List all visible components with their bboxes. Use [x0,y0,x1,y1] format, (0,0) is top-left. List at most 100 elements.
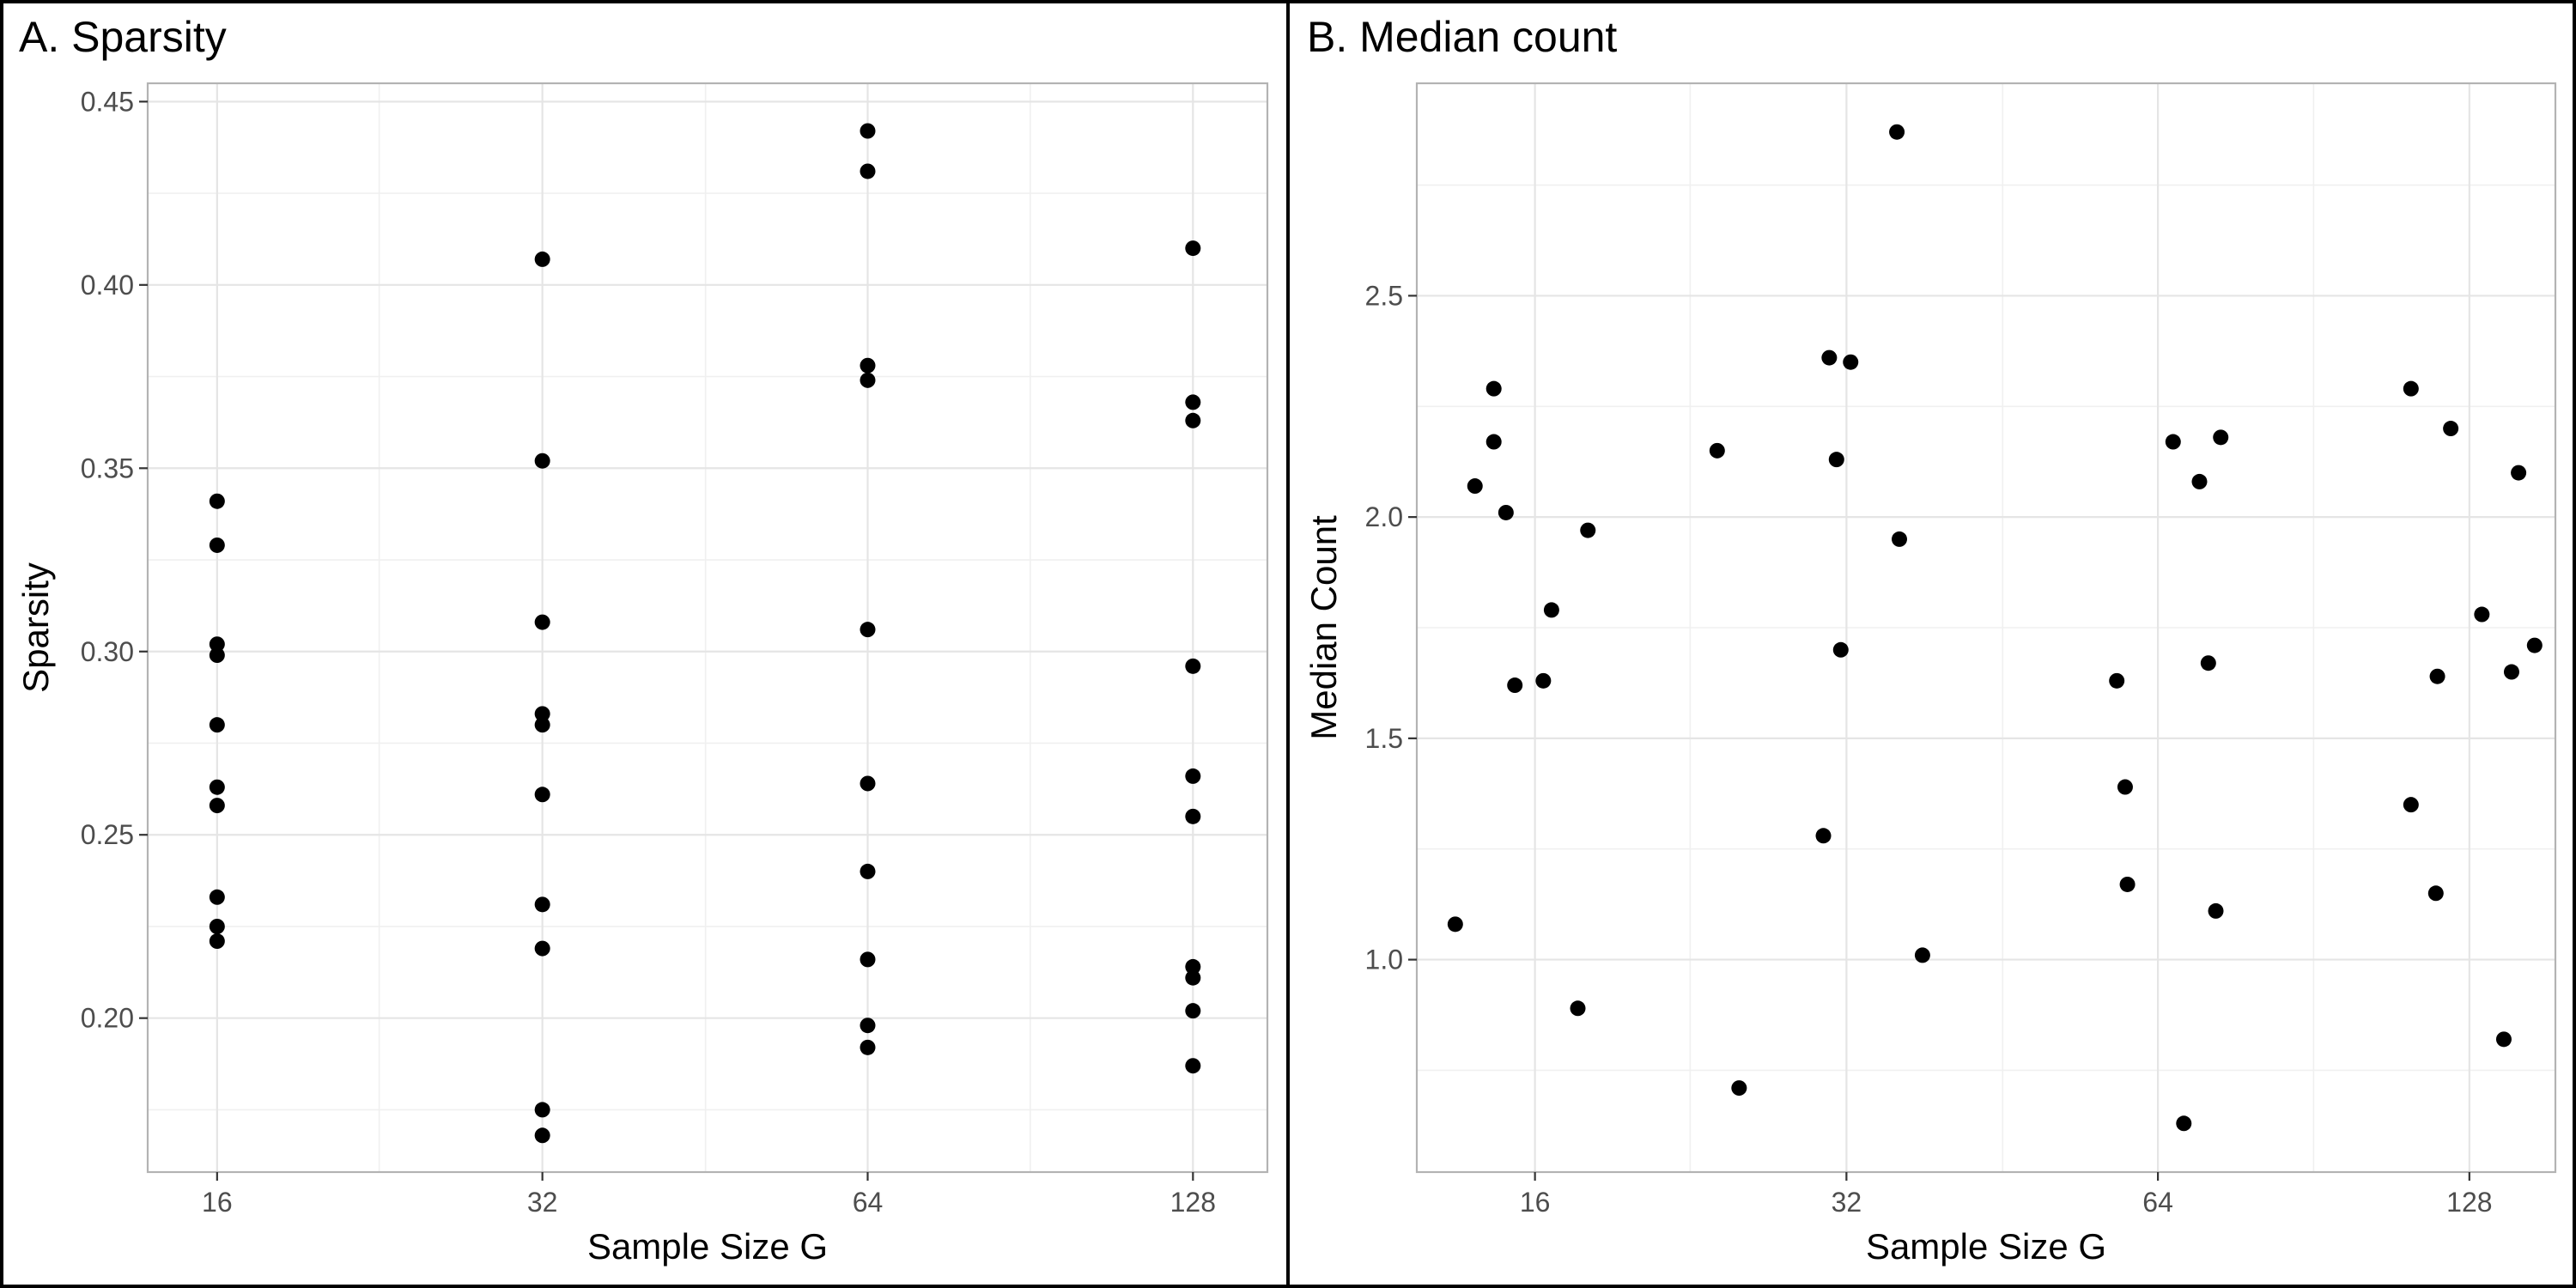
data-point [1731,1080,1747,1097]
data-point [1185,808,1201,824]
panel-sparsity: A. Sparsity 16 32 64 128 0.200.250.300.350.… [0,0,1290,1288]
data-point [209,779,225,795]
panel-frame [1286,0,2576,1288]
y-tick-labels: 1.0 1.5 2.0 2.5 [1365,280,1403,975]
data-point [2200,655,2216,671]
data-point [1580,522,1596,538]
y-axis-label: Median Count [1303,515,1344,740]
data-point [209,918,225,934]
data-point [1185,394,1201,410]
data-point [2443,421,2459,437]
data-point [1889,124,1905,140]
data-point [534,1127,550,1144]
data-points [209,123,1201,1144]
grid-lines [1417,83,2555,1172]
data-point [534,717,550,733]
data-point [2117,779,2133,795]
data-point [2176,1115,2192,1132]
data-point [2403,797,2419,813]
data-point [1185,412,1201,428]
data-point [2429,668,2445,684]
data-point [2495,1031,2512,1048]
data-point [1843,354,1859,370]
x-tick-labels: 16 32 64 128 [1520,1187,2493,1218]
y-tick-label: 0.30 [81,636,134,667]
data-point [1485,434,1502,450]
y-axis-label: Sparsity [15,562,56,693]
data-point [209,647,225,664]
x-tick-label: 64 [2142,1187,2173,1218]
data-point [209,933,225,950]
y-tick-label: 0.20 [81,1003,134,1034]
data-point [1507,677,1523,694]
data-point [860,1039,876,1055]
plot-border [1415,82,2557,1174]
data-point [1570,1000,1586,1017]
y-tick-label: 0.35 [81,453,134,483]
data-point [1709,442,1725,459]
data-point [1498,504,1514,520]
data-point [1447,916,1463,933]
data-point [534,1102,550,1118]
y-tick-label: 0.45 [81,86,134,117]
x-tick-label: 16 [1520,1187,1551,1218]
x-tick-label: 64 [853,1187,884,1218]
y-tick-label: 0.25 [81,819,134,850]
data-point [860,775,876,792]
data-point [1185,1003,1201,1019]
panel-title: A. Sparsity [19,13,227,61]
data-point [534,940,550,957]
data-point [860,863,876,879]
data-point [1815,828,1832,844]
data-point [2109,672,2125,689]
data-point [1892,531,1908,547]
data-point [2191,473,2208,489]
data-point [1185,768,1201,784]
data-point [534,251,550,267]
data-point [1467,478,1483,495]
data-point [1185,958,1201,975]
x-axis-label: Sample Size G [1866,1226,2106,1267]
data-point [2403,380,2419,397]
y-tick-labels: 0.20 0.25 0.30 0.35 0.40 0.45 [81,86,134,1033]
data-point [534,614,550,630]
data-point [860,951,876,968]
tick-marks [139,100,1194,1181]
y-tick-label: 0.40 [81,270,134,301]
data-point [2511,465,2527,481]
data-point [1821,349,1838,366]
data-point [1832,641,1849,658]
data-point [534,787,550,803]
data-point [1185,658,1201,674]
data-point [209,636,225,653]
data-point [860,622,876,638]
y-tick-label: 1.5 [1365,723,1403,754]
x-tick-label: 32 [1832,1187,1862,1218]
y-tick-label: 2.5 [1365,280,1403,311]
data-point [1185,969,1201,986]
data-point [860,123,876,139]
data-point [209,537,225,553]
data-point [1485,380,1502,397]
data-point [534,896,550,913]
plot-border [146,82,1269,1174]
data-points [1447,124,2543,1132]
data-point [209,889,225,905]
data-point [534,706,550,722]
data-point [209,717,225,733]
y-tick-label: 2.0 [1365,501,1403,532]
tick-marks [1408,295,2470,1181]
data-point [2213,429,2229,446]
y-tick-label: 1.0 [1365,945,1403,975]
data-point [2165,434,2181,450]
data-point [1828,452,1844,468]
data-point [1543,602,1559,618]
x-tick-label: 32 [527,1187,558,1218]
x-tick-label: 16 [202,1187,233,1218]
data-point [2526,637,2543,653]
data-point [860,357,876,374]
x-tick-label: 128 [1170,1187,1216,1218]
data-point [2474,606,2490,623]
panel-frame [0,0,1290,1288]
